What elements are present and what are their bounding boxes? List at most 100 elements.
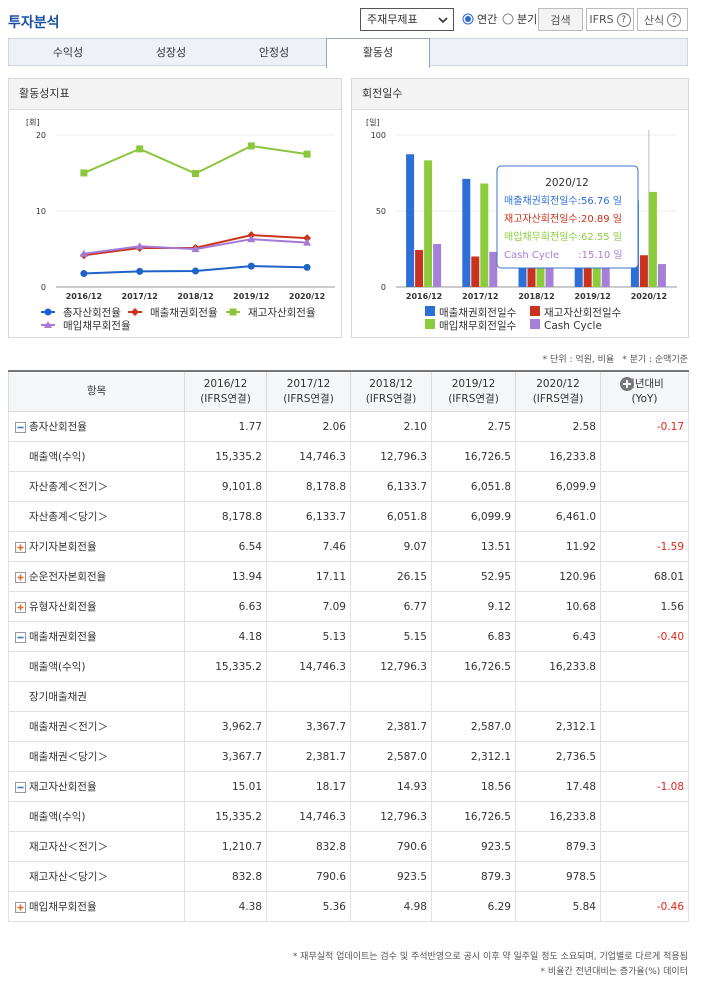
row-label: 유형자산회전율	[29, 601, 97, 613]
value-cell: 18.17	[266, 771, 351, 802]
radio-annual[interactable]: 연간	[462, 11, 497, 27]
tab[interactable]: 안정성	[258, 46, 290, 59]
value-cell: 16,726.5	[431, 801, 516, 832]
row-label: 매출채권＜당기＞	[29, 751, 108, 763]
value-cell: 13.94	[184, 561, 267, 592]
header-basis: (IFRS연결)	[200, 392, 251, 405]
legend-marker	[44, 308, 52, 316]
expand-toggle[interactable]	[15, 541, 26, 553]
marker	[192, 267, 199, 275]
value-cell: 978.5	[515, 861, 601, 892]
header-cell: 2020/12 (IFRS연결)	[515, 370, 634, 412]
collapse-toggle[interactable]	[15, 631, 26, 643]
row-label-cell: 재고자산회전율	[8, 771, 185, 802]
value-cell: 6,099.9	[431, 501, 516, 532]
bar	[489, 251, 498, 287]
value-cell: -1.59	[600, 531, 689, 562]
footer-line: * 비율간 전년대비는 증가율(%) 데이터	[540, 967, 688, 977]
header-basis: (IFRS연결)	[448, 392, 499, 405]
marker	[303, 263, 311, 271]
help-icon: ?	[616, 12, 631, 27]
legend-label: 매출채권회전일수	[439, 306, 517, 319]
y-tick-label: 0	[381, 283, 386, 292]
header-basis: (YoY)	[631, 392, 658, 405]
button-text: 검색	[550, 13, 571, 27]
chart-panel: 활동성지표	[8, 78, 342, 338]
statement-select[interactable]: 주재무제표	[360, 8, 454, 31]
marker	[79, 249, 88, 257]
value-cell	[600, 741, 689, 772]
y-tick-label: 100	[371, 131, 386, 140]
panel-title: 활동성지표	[9, 79, 341, 110]
value-cell: 2,736.5	[515, 741, 601, 772]
tab[interactable]: 성장성	[155, 46, 187, 59]
icon-plus	[623, 379, 631, 388]
value-cell: 68.01	[600, 561, 689, 592]
radio-quarter[interactable]: 분기	[502, 11, 537, 27]
row-label-cell: 재고자산＜당기＞	[8, 861, 185, 892]
expand-toggle[interactable]	[15, 901, 26, 913]
tab[interactable]: 수익성	[52, 46, 84, 59]
expand-toggle[interactable]	[15, 601, 26, 613]
tab[interactable]: 활동성	[326, 38, 430, 68]
header-basis: (IFRS연결)	[365, 392, 417, 405]
marker	[191, 245, 200, 253]
marker	[303, 234, 312, 243]
row-label: 매출채권회전율	[29, 631, 97, 643]
value-cell: 6,133.7	[266, 501, 351, 532]
button-text: 산식	[643, 13, 665, 27]
row-label-cell: 재고자산＜전기＞	[8, 831, 185, 862]
legend-swatch	[425, 319, 435, 329]
row-label-cell: 매출채권＜전기＞	[8, 711, 185, 742]
value-cell: 5.13	[266, 621, 351, 652]
bar-chart: [일] 0 50 100 2016/12 2017/12 2018/12 2019/12 202…	[366, 118, 677, 332]
bar	[433, 243, 442, 287]
expand-toggle[interactable]	[15, 571, 26, 583]
help-icon: ?	[667, 12, 682, 27]
value-cell: 3,367.7	[266, 711, 351, 742]
header-basis: (IFRS연결)	[283, 392, 334, 405]
formula-button[interactable]: 산식?	[637, 8, 688, 31]
legend-label: Cash Cycle	[544, 320, 602, 332]
table-row: 매입채무회전율 4.38 5.36 4.98 6.29 5.84 -0.46	[8, 891, 689, 922]
value-cell: 4.38	[184, 891, 267, 922]
radio-label: 분기	[517, 13, 538, 26]
row-label-cell: 자산총계＜전기＞	[8, 471, 185, 502]
panel-title: 회전일수	[352, 79, 688, 110]
x-tick-label: 2020/12	[289, 292, 325, 301]
value-cell	[600, 801, 689, 832]
marker	[80, 270, 88, 278]
row-label-cell: 순운전자본회전율	[8, 561, 185, 592]
header-period: 2019/12	[451, 377, 496, 390]
header-period: 2016/12	[203, 377, 248, 390]
marker	[80, 169, 88, 177]
value-cell: 7.46	[266, 531, 351, 562]
bar	[415, 250, 424, 287]
value-cell: 12,796.3	[350, 651, 432, 682]
marker	[136, 267, 144, 275]
legend-marker	[229, 308, 237, 316]
collapse-toggle[interactable]	[15, 781, 26, 793]
row-label-cell: 매출액(수익)	[8, 801, 185, 832]
value-cell: 4.98	[350, 891, 432, 922]
value-cell: 12,796.3	[350, 801, 432, 832]
search-button[interactable]: 검색	[538, 8, 583, 31]
value-cell	[600, 651, 689, 682]
collapse-toggle[interactable]	[15, 421, 26, 433]
tooltip-row: 매출채권회전일수:56.76 일	[504, 195, 622, 207]
toggle-sign	[17, 904, 24, 910]
unit-notes: * 단위 : 억원, 비율 * 분기 : 순액기준	[543, 352, 688, 365]
bar	[545, 253, 554, 287]
value-cell: 790.6	[266, 861, 351, 892]
value-cell: 8,178.8	[266, 471, 351, 502]
value-cell: 879.3	[515, 831, 601, 862]
section-title: 투자분석	[8, 15, 60, 31]
ifrs-button[interactable]: IFRS?	[586, 8, 634, 31]
value-cell: 16,233.8	[515, 441, 601, 472]
value-cell: 15,335.2	[184, 441, 267, 472]
chart-panel: 회전일수	[351, 78, 689, 338]
value-cell: 2,381.7	[266, 741, 351, 772]
legend-label: 매출채권회전율	[150, 307, 218, 319]
expand-icon[interactable]	[620, 376, 634, 391]
table-row: 매출액(수익) 15,335.2 14,746.3 12,796.3 16,726.5 1…	[8, 441, 689, 472]
